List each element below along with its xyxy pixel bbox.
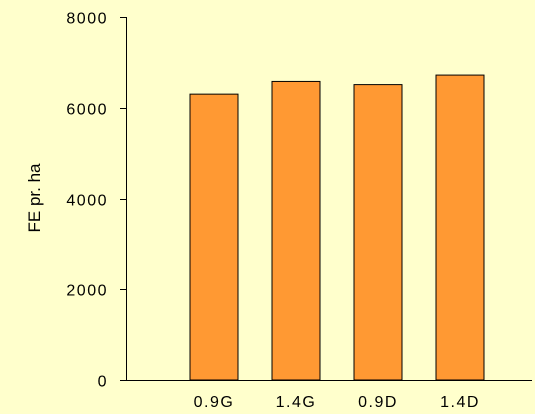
x-axis: 0.9G 1.4G 0.9D 1.4D: [126, 380, 532, 411]
y-axis: 0 2000 4000 6000 8000: [66, 11, 127, 391]
bar-1.4G: [271, 80, 321, 381]
x-tick-label: 0.9D: [358, 394, 398, 411]
y-tick-label: 2000: [66, 283, 108, 300]
bar-0.9G: [189, 93, 239, 381]
y-axis-title: FE pr. ha: [25, 163, 44, 233]
y-tick-label: 8000: [66, 11, 108, 28]
y-tick-label: 6000: [66, 102, 108, 119]
bars-group: [189, 74, 485, 381]
y-tick-label: 0: [98, 374, 108, 391]
x-tick-label: 1.4G: [276, 394, 317, 411]
x-tick-label: 0.9G: [194, 394, 235, 411]
bar-1.4D: [435, 74, 485, 381]
x-tick-label: 1.4D: [440, 394, 480, 411]
bar-0.9D: [353, 84, 403, 381]
y-tick-label: 4000: [66, 193, 108, 210]
